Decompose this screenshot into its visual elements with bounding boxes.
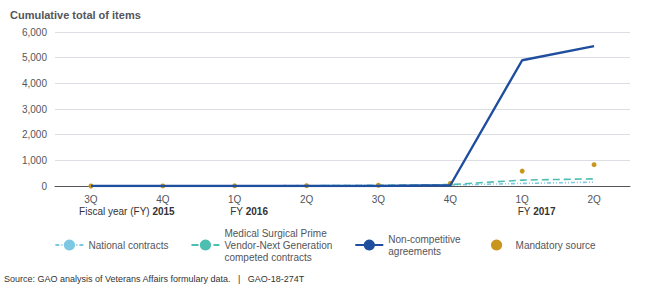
svg-text:Fiscal year (FY): Fiscal year (FY) xyxy=(79,206,152,217)
svg-text:2015: 2015 xyxy=(152,206,175,217)
svg-text:2,000: 2,000 xyxy=(22,129,47,140)
svg-text:4Q: 4Q xyxy=(156,194,170,205)
svg-text:2017: 2017 xyxy=(533,206,556,217)
svg-text:3Q: 3Q xyxy=(372,194,386,205)
svg-text:6,000: 6,000 xyxy=(22,27,47,38)
svg-text:3,000: 3,000 xyxy=(22,104,47,115)
svg-text:3Q: 3Q xyxy=(84,194,98,205)
svg-text:Cumulative total of items: Cumulative total of items xyxy=(10,9,141,21)
svg-text:4,000: 4,000 xyxy=(22,78,47,89)
svg-text:4Q: 4Q xyxy=(444,194,458,205)
svg-text:competed contracts: competed contracts xyxy=(224,252,311,263)
svg-text:5,000: 5,000 xyxy=(22,52,47,63)
svg-text:1,000: 1,000 xyxy=(22,155,47,166)
svg-text:FY: FY xyxy=(518,206,533,217)
svg-text:1Q: 1Q xyxy=(516,194,530,205)
svg-text:2016: 2016 xyxy=(246,206,269,217)
svg-text:Medical Surgical Prime: Medical Surgical Prime xyxy=(224,228,327,239)
svg-text:National contracts: National contracts xyxy=(88,240,168,251)
svg-text:0: 0 xyxy=(41,181,47,192)
svg-text:agreements: agreements xyxy=(388,246,441,257)
svg-text:Source: GAO analysis of Vetera: Source: GAO analysis of Veterans Affairs… xyxy=(4,274,305,284)
svg-text:FY: FY xyxy=(230,206,245,217)
svg-text:Vendor-Next Generation: Vendor-Next Generation xyxy=(224,240,332,251)
svg-text:1Q: 1Q xyxy=(228,194,242,205)
svg-text:2Q: 2Q xyxy=(587,194,601,205)
svg-text:Mandatory source: Mandatory source xyxy=(516,240,596,251)
svg-text:Non-competitive: Non-competitive xyxy=(388,234,461,245)
svg-text:2Q: 2Q xyxy=(300,194,314,205)
